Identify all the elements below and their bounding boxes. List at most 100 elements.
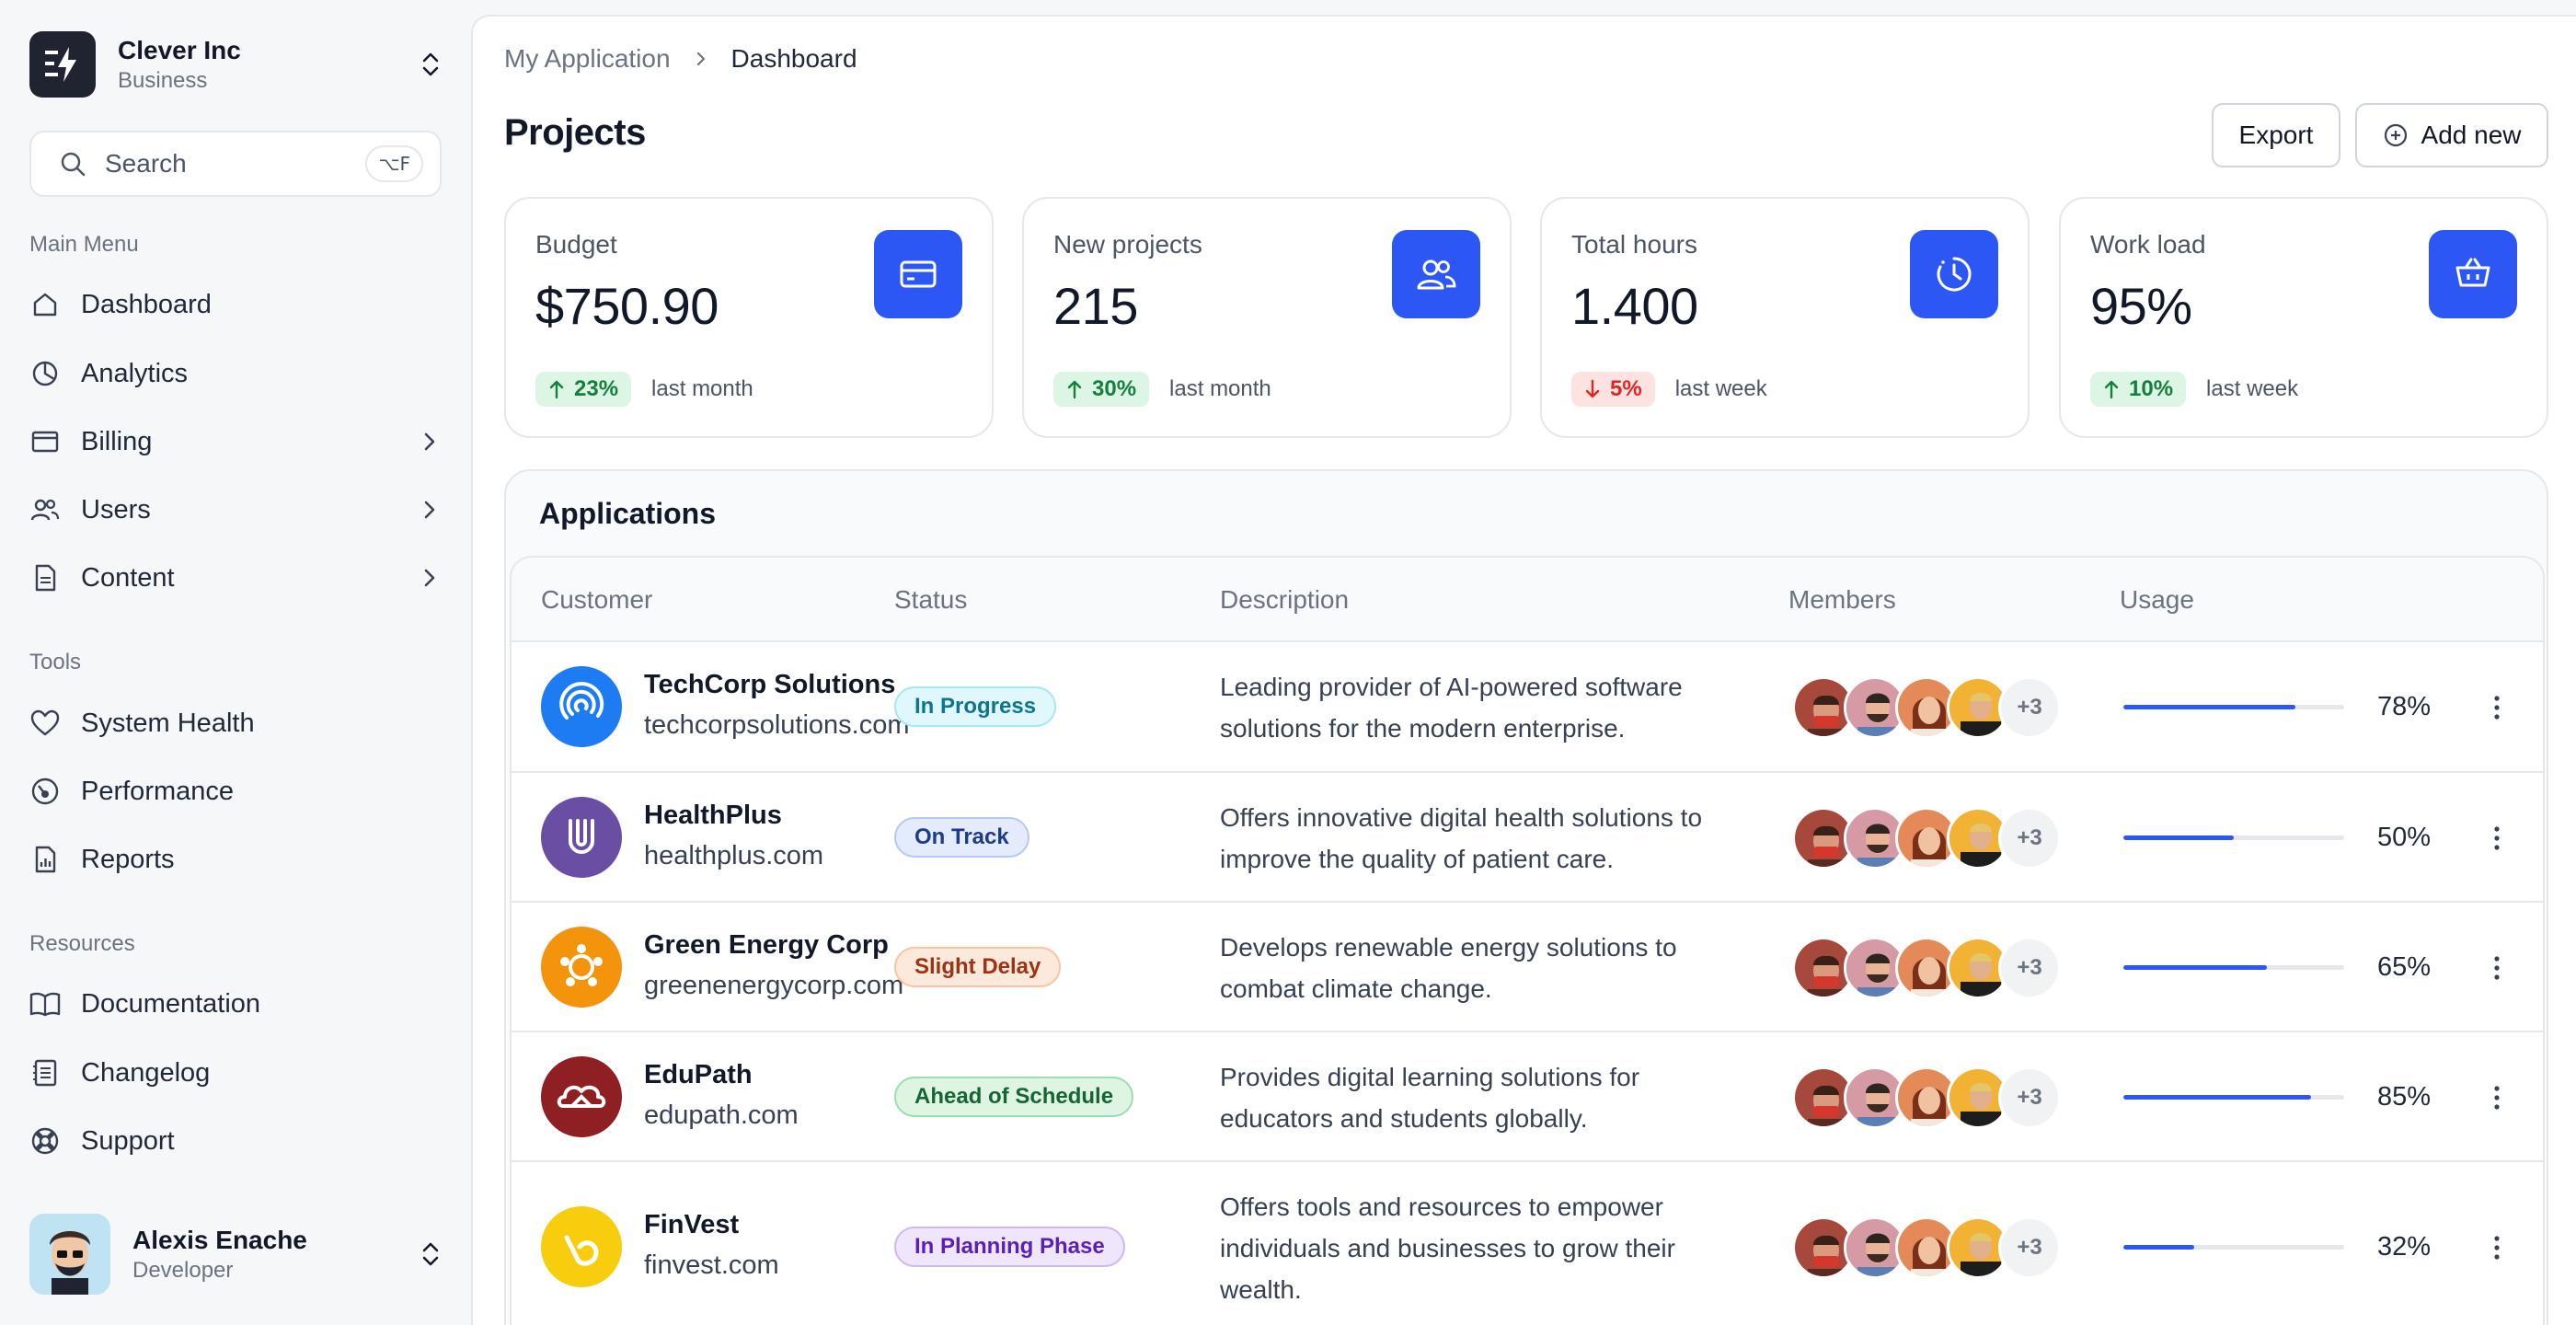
sidebar-item-label: System Health	[81, 708, 255, 738]
plus-circle-icon	[2383, 122, 2409, 148]
column-header-members[interactable]: Members	[1788, 585, 1896, 614]
status-badge: On Track	[894, 817, 1029, 858]
status-badge: Slight Delay	[894, 947, 1062, 987]
members-more-count[interactable]: +3	[1998, 937, 2061, 999]
sidebar-item-analytics[interactable]: Analytics	[29, 346, 443, 401]
stat-change: 23%	[574, 376, 619, 401]
applications-panel: Applications Customer Status Description…	[504, 469, 2548, 1325]
sidebar-item-billing[interactable]: Billing	[29, 414, 443, 469]
stat-value: 215	[1053, 277, 1138, 335]
avatar	[1895, 807, 1958, 870]
column-header-status[interactable]: Status	[894, 585, 968, 614]
more-vertical-icon[interactable]	[2488, 820, 2506, 857]
customer-name: FinVest	[644, 1210, 740, 1239]
main-content: My Application Dashboard Projects Export…	[471, 15, 2576, 1325]
table-row[interactable]: EduPath edupath.com Ahead of Schedule Pr…	[512, 1032, 2543, 1162]
customer-url[interactable]: healthplus.com	[644, 841, 824, 870]
customer-url[interactable]: edupath.com	[644, 1100, 799, 1130]
add-new-button[interactable]: Add new	[2355, 103, 2548, 167]
customer-name: EduPath	[644, 1060, 753, 1089]
table-row[interactable]: FinVest finvest.com In Planning Phase Of…	[512, 1162, 2543, 1325]
avatar	[1947, 937, 2009, 999]
stat-period: last month	[1169, 376, 1271, 401]
more-vertical-icon[interactable]	[2488, 1229, 2506, 1266]
description: Leading provider of AI-powered software …	[1220, 673, 1683, 743]
breadcrumb-parent[interactable]: My Application	[504, 44, 671, 73]
stat-label: Work load	[2090, 230, 2206, 259]
table-row[interactable]: Green Energy Corp greenenergycorp.com Sl…	[512, 903, 2543, 1032]
stat-change: 10%	[2129, 376, 2174, 401]
export-button[interactable]: Export	[2212, 103, 2340, 167]
sidebar-item-performance[interactable]: Performance	[29, 764, 443, 819]
table-header: Customer Status Description Members Usag…	[512, 558, 2543, 642]
sidebar-item-label: Analytics	[81, 358, 189, 388]
chevron-up-down-icon[interactable]	[418, 1236, 443, 1273]
members-more-count[interactable]: +3	[1998, 807, 2061, 870]
swirl-icon	[541, 1206, 622, 1287]
more-vertical-icon[interactable]	[2488, 689, 2506, 726]
sidebar-item-content[interactable]: Content	[29, 550, 443, 605]
avatar	[1844, 676, 1906, 739]
pie-chart-icon	[29, 358, 61, 389]
sidebar-item-label: Performance	[81, 776, 235, 806]
sidebar-item-support[interactable]: Support	[29, 1113, 443, 1169]
stat-value: 95%	[2090, 277, 2192, 335]
stat-period: last week	[2206, 376, 2299, 401]
members-group[interactable]: +3	[1792, 937, 2061, 999]
column-header-description[interactable]: Description	[1220, 585, 1350, 614]
table-row[interactable]: HealthPlus healthplus.com On Track Offer…	[512, 773, 2543, 903]
usage-bar-fill	[2123, 1245, 2194, 1250]
chevron-right-icon	[416, 428, 443, 455]
members-group[interactable]: +3	[1792, 807, 2061, 870]
sidebar-item-changelog[interactable]: Changelog	[29, 1045, 443, 1100]
sidebar-item-users[interactable]: Users	[29, 482, 443, 537]
users-icon	[1392, 230, 1480, 318]
description: Offers tools and resources to empower in…	[1220, 1192, 1675, 1304]
sidebar-item-documentation[interactable]: Documentation	[29, 976, 443, 1031]
stat-label: Budget	[535, 230, 617, 259]
sidebar-item-label: Users	[81, 494, 151, 524]
usage-percent: 78%	[2376, 692, 2431, 721]
table-row[interactable]: TechCorp Solutions techcorpsolutions.com…	[512, 642, 2543, 773]
members-group[interactable]: +3	[1792, 1066, 2061, 1129]
home-icon	[29, 289, 61, 320]
sidebar: Clever Inc Business Search ⌥F Main Menu …	[0, 0, 471, 1325]
avatar	[1844, 937, 1906, 999]
stat-value: $750.90	[535, 277, 719, 335]
stat-change: 5%	[1610, 376, 1642, 401]
tools-title: Tools	[29, 650, 82, 674]
members-more-count[interactable]: +3	[1998, 1066, 2061, 1129]
stat-change-badge: 5%	[1571, 372, 1655, 407]
avatar	[1844, 1066, 1906, 1129]
stat-period: last week	[1674, 376, 1767, 401]
sidebar-item-reports[interactable]: Reports	[29, 832, 443, 887]
search-input[interactable]: Search ⌥F	[29, 131, 442, 197]
sidebar-item-system-health[interactable]: System Health	[29, 696, 443, 751]
main-menu-title: Main Menu	[29, 232, 139, 257]
arrow-down-icon	[1584, 379, 1601, 399]
search-placeholder: Search	[105, 149, 187, 178]
more-vertical-icon[interactable]	[2488, 950, 2506, 986]
members-more-count[interactable]: +3	[1998, 676, 2061, 739]
sidebar-item-dashboard[interactable]: Dashboard	[29, 277, 443, 332]
more-vertical-icon[interactable]	[2488, 1079, 2506, 1116]
stat-change-badge: 30%	[1053, 372, 1150, 407]
avatar	[1895, 1066, 1958, 1129]
column-header-usage[interactable]: Usage	[2120, 585, 2194, 614]
description: Develops renewable energy solutions to c…	[1220, 933, 1677, 1003]
column-header-customer[interactable]: Customer	[541, 585, 653, 614]
customer-url[interactable]: techcorpsolutions.com	[644, 710, 910, 740]
user-switcher[interactable]: Alexis Enache Developer	[29, 1213, 443, 1296]
members-group[interactable]: +3	[1792, 1216, 2061, 1279]
page-title: Projects	[504, 112, 646, 153]
members-group[interactable]: +3	[1792, 676, 2061, 739]
usage-percent: 85%	[2376, 1082, 2431, 1112]
org-switcher[interactable]: Clever Inc Business	[29, 29, 443, 99]
customer-url[interactable]: greenenergycorp.com	[644, 971, 904, 1000]
customer-url[interactable]: finvest.com	[644, 1250, 779, 1280]
chevron-up-down-icon[interactable]	[418, 46, 443, 83]
status-badge: Ahead of Schedule	[894, 1077, 1134, 1117]
members-more-count[interactable]: +3	[1998, 1216, 2061, 1279]
status-badge: In Planning Phase	[894, 1227, 1125, 1267]
usage-bar-fill	[2123, 1095, 2311, 1100]
